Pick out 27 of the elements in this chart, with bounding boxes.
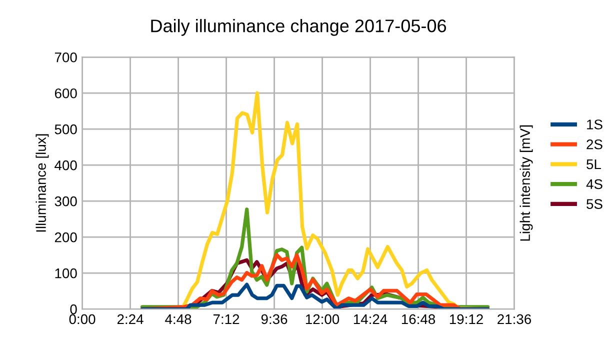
x-tick-label: 12:00 bbox=[306, 314, 340, 324]
x-tick-label: 21:36 bbox=[498, 314, 532, 324]
y-tick-label: 100 bbox=[55, 268, 77, 278]
y-tick-label: 300 bbox=[54, 196, 77, 206]
y-tick-label: 600 bbox=[54, 88, 77, 98]
legend-label: 4S bbox=[586, 179, 602, 190]
x-tick-label: 2:24 bbox=[117, 314, 144, 324]
y-tick-label: 0 bbox=[70, 304, 77, 314]
x-tick-label: 16:48 bbox=[402, 314, 436, 324]
x-tick-label: 4:48 bbox=[165, 314, 192, 324]
chart-title: Daily illuminance change 2017-05-06 bbox=[151, 19, 446, 36]
legend-label: 5S bbox=[586, 199, 602, 209]
x-tick-label: 14:24 bbox=[354, 314, 388, 324]
legend-label: 5L bbox=[586, 159, 601, 170]
line-series bbox=[140, 282, 490, 310]
y-tick-label: 400 bbox=[54, 160, 77, 170]
x-tick-label: 7:12 bbox=[213, 314, 240, 324]
y-tick-label: 500 bbox=[54, 124, 77, 134]
x-tick-label: 19:12 bbox=[450, 314, 483, 324]
y-axis-title: Illuminance [lux] bbox=[36, 134, 49, 232]
legend-label: 1S bbox=[587, 120, 602, 130]
x-tick-label: 0:00 bbox=[69, 314, 96, 324]
y2-axis-title: Light intensity [mV] bbox=[520, 125, 533, 241]
y-tick-label: 700 bbox=[54, 52, 77, 62]
legend-label: 2S bbox=[586, 139, 602, 150]
y-tick-label: 200 bbox=[54, 232, 77, 242]
x-tick-label: 9:36 bbox=[261, 314, 288, 324]
